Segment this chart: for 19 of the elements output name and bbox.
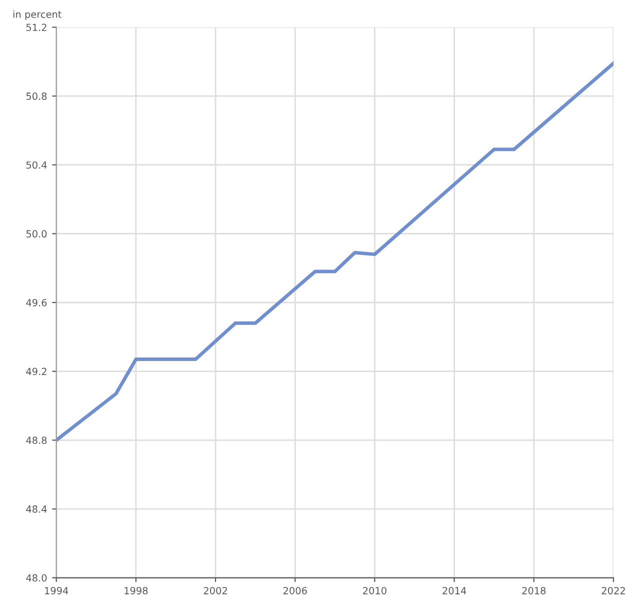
y-tick-label: 48.8 bbox=[26, 436, 47, 444]
y-tick-label: 51.2 bbox=[26, 24, 46, 32]
x-tick-label: 1994 bbox=[45, 586, 68, 594]
x-tick-label: 2018 bbox=[522, 586, 546, 594]
x-tick-label: 1998 bbox=[124, 586, 148, 594]
y-tick-label: 49.2 bbox=[26, 368, 46, 376]
y-tick-label: 48.0 bbox=[26, 574, 47, 582]
x-tick-label: 2014 bbox=[442, 586, 466, 594]
x-tick-label: 2010 bbox=[363, 586, 386, 594]
x-tick-label: 2002 bbox=[204, 586, 227, 594]
line-series bbox=[56, 62, 614, 442]
y-tick-label: 50.4 bbox=[26, 161, 47, 169]
y-tick-label: 50.0 bbox=[26, 230, 47, 238]
y-tick-label: 48.4 bbox=[26, 505, 47, 513]
x-tick-label: 2022 bbox=[602, 586, 625, 594]
x-tick-label: 2006 bbox=[283, 586, 307, 594]
y-axis-title: in percent bbox=[13, 10, 62, 20]
y-tick-label: 49.6 bbox=[26, 298, 47, 306]
y-tick-label: 50.8 bbox=[26, 92, 47, 100]
